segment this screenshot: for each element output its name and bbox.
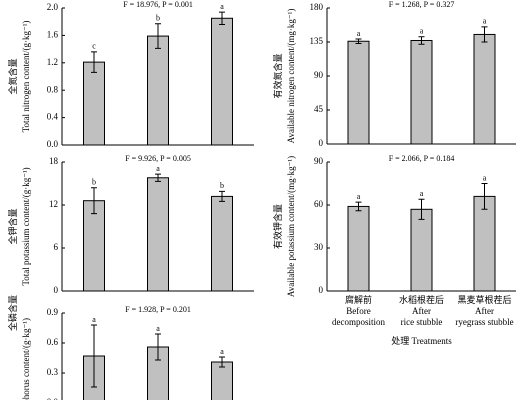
y-tick-label: 30: [314, 242, 324, 252]
significance-letter: a: [156, 324, 160, 333]
significance-letter: a: [483, 173, 487, 182]
error-bar: [481, 26, 488, 43]
error-bar: [91, 51, 97, 73]
y-axis-label: Total nitrogen content/(g·kg⁻¹): [21, 21, 31, 133]
y-tick-label: 6: [54, 242, 59, 252]
significance-letter: a: [92, 315, 96, 324]
y-tick-label: 0.4: [47, 112, 59, 122]
significance-letter: a: [420, 189, 424, 198]
annotation: F = 1.268, P = 0.327: [389, 0, 455, 9]
y-tick-label: 135: [310, 36, 324, 46]
x-tick-label: 腐解前: [345, 294, 372, 305]
bar: [211, 195, 233, 292]
error-bar: [418, 36, 425, 45]
x-tick-label-en: rice stubble: [401, 317, 443, 327]
y-tick-label: 0.3: [47, 367, 59, 377]
significance-letter: b: [92, 178, 96, 187]
bar: [211, 361, 233, 400]
y-tick-label: 180: [310, 2, 324, 12]
y-axis-label-cn: 全氮含量: [7, 58, 18, 94]
x-axis-label: 处理 Treatments: [391, 335, 452, 346]
error-bar: [418, 198, 425, 220]
bar: [83, 61, 105, 146]
y-axis-label: Total potassium content/(g·kg⁻¹): [21, 167, 31, 285]
significance-letter: a: [357, 29, 361, 38]
annotation: F = 9.926, P = 0.005: [125, 154, 191, 163]
error-bar: [155, 23, 161, 49]
error-bar: [155, 333, 161, 361]
error-bar: [91, 324, 97, 388]
y-axis-label-cn: 全磷含量: [7, 295, 18, 331]
significance-letter: a: [483, 17, 487, 26]
error-bar: [355, 201, 362, 212]
y-axis-label-cn: 有效氮含量: [272, 53, 283, 98]
y-axis-label: phorus content/(g·kg⁻¹): [21, 318, 31, 400]
bar: [410, 208, 433, 292]
y-tick-label: 90: [314, 156, 324, 166]
x-tick-label: 水稻根茬后: [399, 294, 444, 305]
y-tick-label: 0: [319, 285, 324, 295]
annotation: F = 2.066, P = 0.184: [389, 154, 455, 163]
bar: [410, 39, 433, 145]
significance-letter: c: [92, 42, 96, 51]
significance-letter: a: [220, 347, 224, 356]
y-tick-label: 0.0: [47, 397, 59, 400]
y-tick-label: 0.9: [47, 307, 59, 317]
bar: [147, 35, 169, 146]
y-tick-label: 18: [49, 156, 59, 166]
significance-letter: a: [220, 2, 224, 11]
significance-letter: a: [156, 164, 160, 173]
y-tick-label: 1.2: [47, 57, 58, 67]
significance-letter: b: [156, 14, 160, 23]
y-tick-label: 90: [314, 70, 324, 80]
y-tick-label: 0.8: [47, 84, 59, 94]
bar: [473, 195, 496, 292]
y-axis-label: Available nitrogen content/(mg·kg⁻¹): [286, 9, 296, 144]
error-bar: [355, 38, 362, 45]
significance-letter: a: [357, 192, 361, 201]
error-bar: [481, 183, 488, 210]
error-bar: [219, 11, 225, 25]
annotation: F = 1.928, P = 0.201: [125, 305, 191, 314]
bar: [211, 17, 233, 146]
y-tick-label: 0.6: [47, 337, 59, 347]
x-tick-label-en: After: [412, 306, 431, 316]
bar: [473, 33, 496, 145]
error-bar: [219, 356, 225, 368]
bar: [347, 40, 370, 145]
x-tick-label: 黑麦草根茬后: [457, 294, 511, 305]
y-tick-label: 2.0: [47, 2, 59, 12]
y-axis-label: Available potassium content/(mg·kg⁻¹): [286, 156, 296, 297]
error-bar: [219, 190, 225, 202]
annotation: F = 18.976, P = 0.001: [123, 0, 193, 9]
y-tick-label: 0.0: [47, 139, 59, 149]
error-bar: [91, 187, 97, 215]
x-tick-label-en: decomposition: [332, 317, 385, 327]
y-tick-label: 60: [314, 199, 324, 209]
significance-letter: b: [220, 181, 224, 190]
x-tick-label-en: After: [475, 306, 494, 316]
x-tick-label-en: ryegrass stubble: [455, 317, 513, 327]
bar: [83, 200, 105, 292]
y-tick-label: 45: [314, 104, 324, 114]
y-axis-label-cn: 全钾含量: [7, 208, 18, 244]
y-tick-label: 12: [49, 199, 58, 209]
y-tick-label: 0: [319, 138, 324, 148]
bar: [147, 177, 169, 292]
y-tick-label: 1.6: [47, 29, 59, 39]
y-tick-label: 0: [54, 285, 59, 295]
significance-letter: a: [420, 27, 424, 36]
y-axis-label-cn: 有效钾含量: [272, 204, 283, 249]
x-tick-label-en: Before: [346, 306, 371, 316]
bar: [347, 205, 370, 292]
error-bar: [155, 173, 161, 182]
